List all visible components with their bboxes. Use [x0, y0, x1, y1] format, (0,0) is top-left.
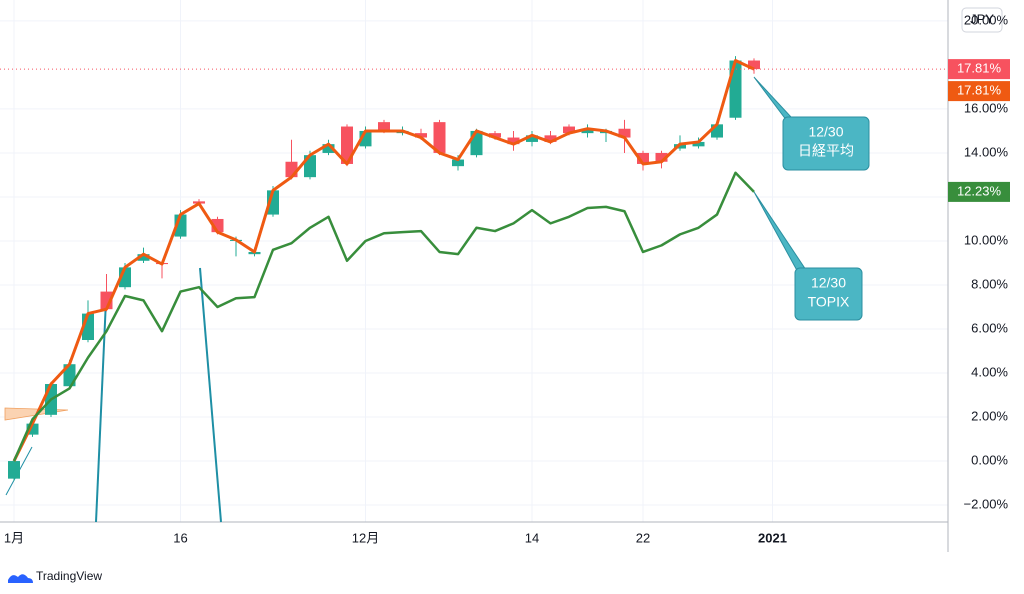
candle-body: [655, 152, 668, 162]
candle-body: [378, 122, 390, 131]
callout-label: 日経平均: [798, 143, 854, 159]
candle-body: [415, 133, 427, 138]
grid: [0, 0, 948, 522]
candle-body: [470, 130, 483, 156]
price-label: 17.81%: [957, 83, 1002, 98]
candle-body: [507, 137, 520, 145]
y-tick-label: 4.00%: [971, 364, 1008, 379]
candle-body: [63, 364, 76, 387]
candle-body: [489, 133, 501, 138]
candle-body: [137, 254, 150, 261]
price-label: 12.23%: [957, 183, 1002, 198]
price-label: 17.81%: [957, 61, 1002, 76]
y-tick-label: 2.00%: [971, 408, 1008, 423]
y-tick-label: 16.00%: [964, 100, 1009, 115]
candle-body: [341, 126, 353, 164]
callout-box: [782, 116, 870, 171]
logo-icon: [8, 574, 33, 583]
price-label-box: [948, 81, 1010, 102]
candle-body: [729, 60, 742, 118]
line: [12, 171, 755, 462]
candle-body: [322, 144, 335, 153]
y-tick-label: 0.00%: [971, 452, 1008, 467]
candle-body: [26, 423, 39, 435]
drawing-line: [95, 299, 107, 523]
price-label-box: [948, 181, 1010, 202]
callout-date: 12/30: [811, 275, 846, 291]
candle-body: [433, 122, 446, 153]
candle-body: [581, 128, 594, 134]
x-tick-label: 1月: [4, 530, 24, 545]
y-tick-label: 14.00%: [964, 144, 1009, 159]
marks: [0, 56, 948, 481]
x-tick-label: 12月: [352, 530, 379, 545]
y-tick-label: 8.00%: [971, 276, 1008, 291]
y-tick-label: −2.00%: [964, 496, 1009, 511]
price-label-box: [948, 59, 1010, 80]
close-line: [12, 59, 755, 462]
y-tick-label: 20.00%: [964, 12, 1009, 27]
candle-body: [526, 135, 538, 142]
x-tick-label: 2021: [758, 530, 787, 545]
drawing-line: [199, 267, 222, 523]
callout-date: 12/30: [808, 124, 843, 140]
callout-label: TOPIX: [808, 294, 850, 310]
x-tick-label: 22: [636, 530, 650, 545]
candle-body: [8, 461, 20, 479]
candle-body: [544, 135, 557, 142]
brand-logo: [8, 574, 33, 583]
y-tick-label: 6.00%: [971, 320, 1008, 335]
candle-body: [748, 60, 760, 70]
candle-body: [692, 141, 705, 147]
callout-box: [794, 267, 863, 321]
brand-name: TradingView: [36, 569, 102, 583]
candle-body: [563, 126, 575, 134]
candle-body: [452, 159, 464, 167]
currency-button[interactable]: [961, 7, 1003, 33]
candle-body: [674, 144, 686, 149]
x-tick-label: 16: [173, 530, 187, 545]
candle-body: [637, 152, 649, 164]
x-tick-label: 14: [525, 530, 539, 545]
candle-body: [618, 128, 631, 138]
currency-label: JPY: [970, 11, 994, 26]
y-tick-label: 10.00%: [964, 232, 1009, 247]
